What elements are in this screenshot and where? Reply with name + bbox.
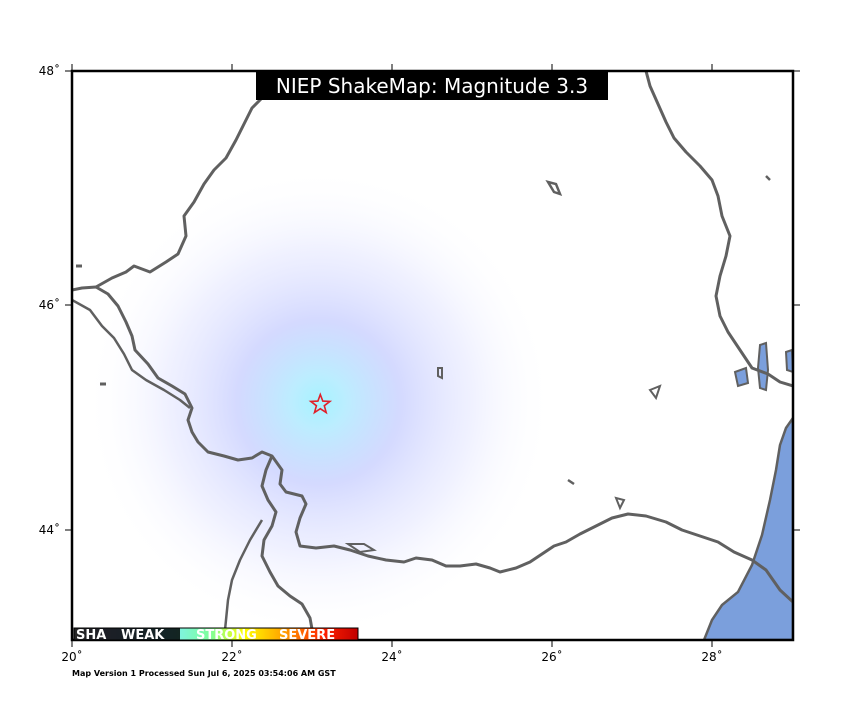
x-tick-label: 24˚: [381, 649, 402, 664]
axis-ticks: [65, 64, 800, 647]
lake: [437, 367, 443, 380]
x-tick-label: 22˚: [221, 649, 242, 664]
lake: [567, 478, 575, 486]
legend-label-severe: SEVERE: [279, 628, 335, 643]
x-tick-label: 26˚: [541, 649, 562, 664]
shaking-intensity-field: [79, 172, 559, 632]
legend-label-shaking: SHA: [76, 628, 106, 643]
delta-lake: [756, 341, 770, 392]
y-tick-label: 44˚: [39, 522, 60, 537]
eastern-border-prut: [644, 71, 793, 388]
delta-lake: [784, 348, 793, 374]
lake: [765, 175, 771, 181]
legend-label-weak: WEAK: [121, 628, 165, 643]
serbia-bulgaria-border: [260, 455, 316, 640]
hungary-serbia-border: [72, 298, 191, 409]
lake: [545, 180, 563, 197]
epicenter-star-icon: [308, 392, 333, 415]
lake: [614, 496, 626, 511]
black-sea: [702, 415, 793, 640]
x-tick-label: 20˚: [61, 649, 82, 664]
x-tick-label: 28˚: [701, 649, 722, 664]
y-tick-label: 48˚: [39, 63, 60, 78]
southern-border-danube: [72, 285, 793, 604]
legend-label-strong: STRONG: [196, 628, 257, 643]
map-frame: [70, 69, 795, 642]
delta-lake: [733, 366, 750, 388]
serbia-border: [222, 519, 264, 640]
y-tick-label: 46˚: [39, 297, 60, 312]
lake: [648, 384, 662, 401]
map-area: [72, 71, 793, 640]
map-title: NIEP ShakeMap: Magnitude 3.3: [276, 74, 588, 98]
legend-label-backing: [74, 628, 180, 640]
lake: [344, 543, 377, 554]
processing-footer: Map Version 1 Processed Sun Jul 6, 2025 …: [72, 669, 336, 678]
intensity-legend: SHA WEAK STRONG SEVERE: [73, 627, 359, 643]
title-box: [256, 72, 608, 100]
